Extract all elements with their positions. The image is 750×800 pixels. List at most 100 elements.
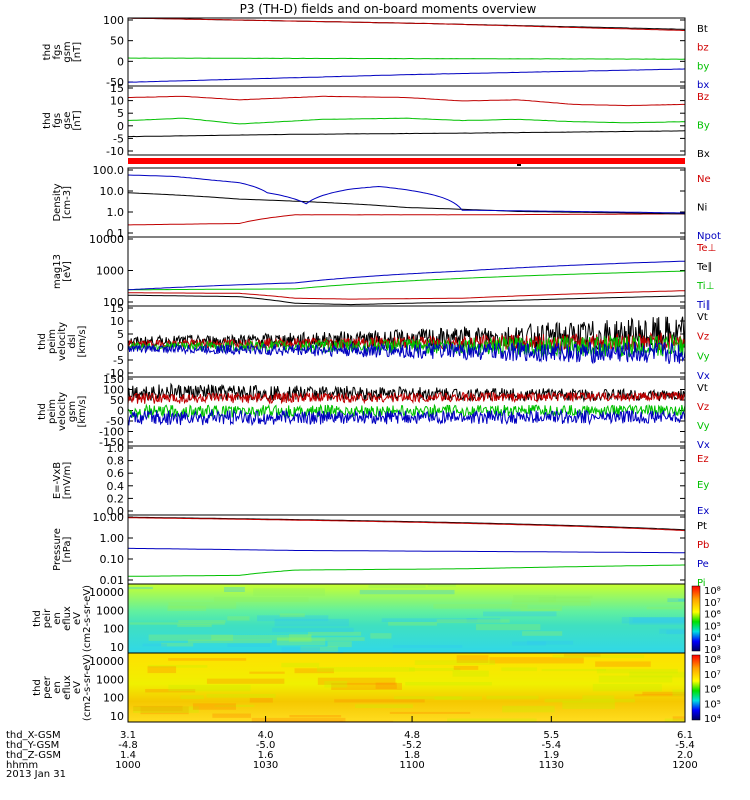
series-By bbox=[128, 117, 686, 125]
spectrogram-band bbox=[147, 664, 208, 668]
spectrogram-band bbox=[359, 589, 455, 595]
xtick-label: 6.1 bbox=[677, 730, 693, 741]
series-Vx bbox=[127, 341, 686, 365]
xaxis-row-label: thd_Y-GSM bbox=[6, 740, 59, 751]
spectrogram-band bbox=[667, 598, 685, 603]
ytick-label: 100 bbox=[103, 296, 124, 309]
xtick-label: -5.4 bbox=[542, 740, 562, 751]
spectrogram-band bbox=[279, 613, 305, 618]
series-Pb bbox=[127, 517, 686, 532]
panel-ylabel: eflux bbox=[62, 675, 73, 700]
panel-ylabel: [cm-3] bbox=[62, 186, 73, 219]
xtick-label: 4.8 bbox=[404, 730, 420, 741]
spectrogram-band bbox=[596, 668, 678, 674]
panel-ylabel: velocity bbox=[57, 322, 68, 361]
spectrogram-band bbox=[168, 684, 251, 692]
spectrogram-band bbox=[389, 711, 471, 714]
spectrogram-band bbox=[140, 706, 189, 715]
panel-ylabel: thd bbox=[32, 679, 43, 696]
spectrogram-band bbox=[206, 678, 285, 684]
spectrogram-band bbox=[388, 621, 438, 626]
ytick-label: -150 bbox=[99, 436, 124, 449]
spectrogram-band bbox=[501, 667, 538, 672]
spectrogram-band bbox=[187, 639, 272, 644]
panel-ylabel: peir bbox=[42, 608, 53, 628]
spectrogram-band bbox=[466, 618, 501, 623]
ytick-label: 5 bbox=[117, 328, 124, 341]
ytick-label: 0 bbox=[117, 120, 124, 133]
ytick-label: 5 bbox=[117, 107, 124, 120]
ytick-label: 0 bbox=[117, 341, 124, 354]
xtick-label: 1.9 bbox=[543, 750, 559, 761]
ytick-label: 1.00 bbox=[100, 532, 125, 545]
ytick-label: -5 bbox=[113, 354, 124, 367]
spectrogram-band bbox=[634, 693, 685, 697]
spectrogram-band bbox=[447, 718, 537, 722]
spectrogram-band bbox=[334, 699, 425, 703]
ytick-label: 10000 bbox=[89, 586, 124, 599]
panel-ylabel: en bbox=[52, 681, 63, 694]
ytick-label: 0 bbox=[117, 405, 124, 418]
spectrogram-band bbox=[272, 627, 354, 633]
series-Vx bbox=[127, 408, 686, 427]
series-Vy bbox=[127, 334, 686, 358]
spectrogram-band bbox=[434, 696, 482, 700]
ytick-label: 1.0 bbox=[107, 206, 125, 219]
panel-ylabel: peer bbox=[42, 675, 53, 699]
spectrogram-band bbox=[213, 597, 309, 602]
spectrogram-band bbox=[145, 688, 196, 693]
spectrogram-band bbox=[476, 624, 541, 631]
legend-label: Bx bbox=[697, 149, 710, 160]
panel-ylabel: thd bbox=[32, 610, 43, 627]
panel-frame bbox=[127, 236, 686, 307]
panel-fgs: thd fgs gsm [nT] 100 50 0 -50 Bt bz by bx bbox=[42, 14, 709, 91]
panel-pressure: Pressure [nPa] 10.00 1.00 0.10 0.01 Pt Pb Pe Pi bbox=[52, 511, 709, 589]
ytick-label: 0.4 bbox=[107, 480, 125, 493]
spectrogram-band bbox=[427, 584, 456, 587]
colorbar-label: 10⁵ bbox=[704, 621, 721, 632]
spectrogram-band bbox=[659, 628, 685, 634]
spectrogram-band bbox=[672, 689, 685, 696]
panel-ylabel: fgs bbox=[52, 44, 63, 59]
spectrogram-band bbox=[405, 682, 492, 686]
ytick-label: -50 bbox=[106, 76, 124, 89]
spectrogram-band bbox=[375, 682, 397, 689]
panel-frame bbox=[127, 167, 686, 238]
panel-frame bbox=[127, 445, 686, 516]
panel-ylabel: dsl bbox=[67, 334, 78, 348]
spectrogram-band bbox=[339, 720, 394, 722]
spectrogram-band bbox=[394, 696, 462, 700]
plot-title: P3 (TH-D) fields and on-board moments ov… bbox=[240, 2, 537, 16]
legend-label: Vx bbox=[697, 440, 710, 451]
spectrogram-band bbox=[331, 682, 403, 690]
xtick-label: 3.1 bbox=[120, 730, 136, 741]
panel-ylabel: thd bbox=[42, 112, 53, 129]
colorbar-label: 10⁸ bbox=[704, 586, 721, 597]
spectrogram-band bbox=[544, 698, 635, 703]
x-axis-labels: thd_X-GSM 3.1 4.0 4.8 5.5 6.1 thd_Y-GSM -4.8 -5.… bbox=[6, 716, 698, 771]
series-Npot bbox=[127, 174, 685, 214]
spectrogram-band bbox=[133, 705, 183, 712]
series-Ti∥ bbox=[127, 260, 686, 291]
colorbar-label: 10⁴ bbox=[704, 633, 721, 644]
ytick-label: -100 bbox=[99, 426, 124, 439]
colorbar bbox=[691, 585, 701, 652]
spectrogram-band bbox=[178, 620, 226, 623]
spectrogram-band bbox=[511, 600, 591, 606]
series-by bbox=[127, 57, 686, 60]
spectrogram-band bbox=[510, 606, 563, 611]
spectrogram-band bbox=[274, 618, 349, 627]
colorbar-label: 10⁵ bbox=[704, 699, 721, 710]
spectrogram-band bbox=[642, 691, 685, 695]
panel-peim-velocity-gsm: thd peim velocity gsm [km/s] 150100500-50-100… bbox=[37, 373, 710, 451]
xtick-label: -5.2 bbox=[402, 740, 422, 751]
panel-density: Density [cm-3] 100.0 10.0 1.0 0.1 Ne Ni Npot bbox=[52, 164, 721, 242]
series-Vz bbox=[127, 390, 686, 405]
panel-ylabel: Pressure bbox=[52, 528, 63, 571]
panel-ylabel: gsm bbox=[67, 401, 78, 422]
spectrogram-band bbox=[276, 638, 326, 646]
spectrogram-band bbox=[486, 695, 539, 700]
series-Pt bbox=[128, 516, 686, 531]
panel-ylabel: eflux bbox=[62, 606, 73, 631]
